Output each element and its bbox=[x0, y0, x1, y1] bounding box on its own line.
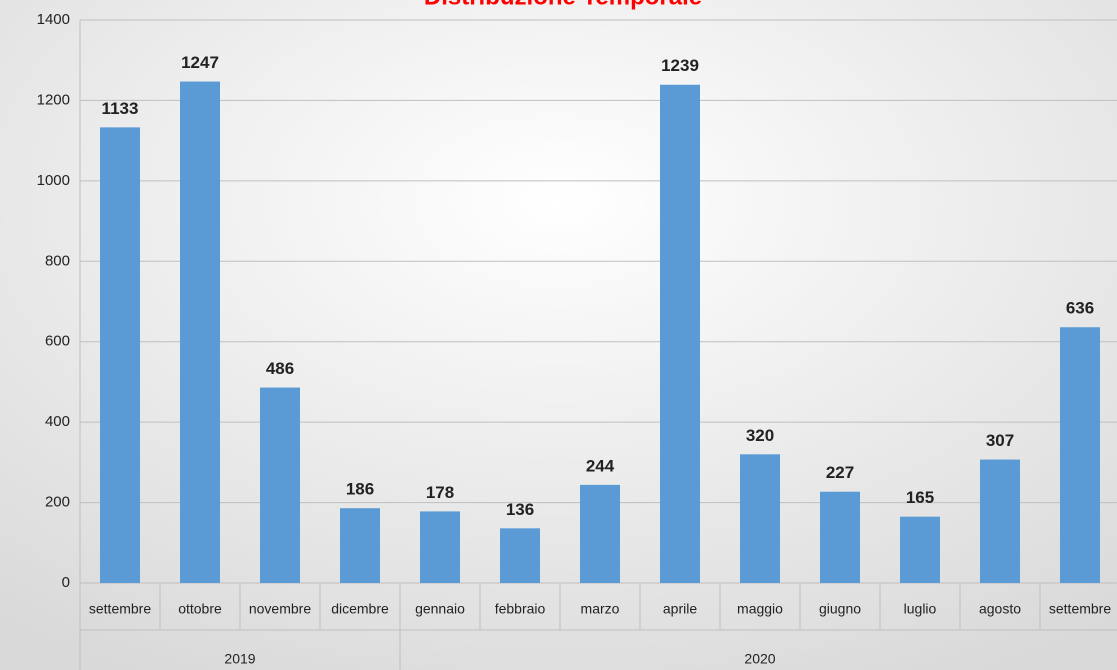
x-tick-label: settembre bbox=[1049, 601, 1111, 617]
y-tick-label: 400 bbox=[45, 413, 70, 430]
data-label: 1133 bbox=[102, 99, 139, 118]
data-label: 1239 bbox=[661, 56, 699, 75]
data-label: 1247 bbox=[181, 53, 219, 72]
data-label: 178 bbox=[426, 483, 454, 502]
x-tick-label: settembre bbox=[89, 601, 151, 617]
y-tick-label: 600 bbox=[45, 333, 70, 350]
x-tick-label: maggio bbox=[737, 601, 783, 617]
bar bbox=[500, 528, 540, 583]
group-label: 2020 bbox=[744, 651, 775, 667]
bar bbox=[420, 511, 460, 583]
data-label: 165 bbox=[906, 488, 934, 507]
x-tick-label: aprile bbox=[663, 601, 697, 617]
bar bbox=[1060, 327, 1100, 583]
x-tick-label: novembre bbox=[249, 601, 311, 617]
y-tick-label: 1000 bbox=[37, 172, 70, 189]
bar bbox=[580, 484, 620, 583]
chart-title: Distribuzione Temporale bbox=[424, 0, 702, 10]
bar bbox=[100, 127, 140, 584]
x-tick-label: giugno bbox=[819, 601, 861, 617]
y-tick-label: 1400 bbox=[37, 11, 70, 28]
x-tick-label: luglio bbox=[904, 601, 937, 617]
x-tick-label: febbraio bbox=[495, 601, 546, 617]
y-tick-label: 0 bbox=[62, 574, 70, 591]
x-tick-label: ottobre bbox=[178, 601, 222, 617]
data-label: 320 bbox=[746, 426, 774, 445]
bar bbox=[900, 516, 940, 583]
x-tick-label: gennaio bbox=[415, 601, 465, 617]
data-label: 244 bbox=[586, 456, 615, 475]
bar bbox=[660, 84, 700, 584]
x-tick-label: dicembre bbox=[331, 601, 389, 617]
data-label: 227 bbox=[826, 463, 854, 482]
data-label: 307 bbox=[986, 431, 1014, 450]
data-label: 136 bbox=[506, 500, 534, 519]
group-label: 2019 bbox=[224, 651, 255, 667]
x-tick-label: agosto bbox=[979, 601, 1021, 617]
bar bbox=[180, 81, 220, 583]
x-tick-label: marzo bbox=[581, 601, 620, 617]
bar bbox=[820, 491, 860, 583]
bar bbox=[740, 454, 780, 583]
data-label: 186 bbox=[346, 480, 374, 499]
bar bbox=[260, 387, 300, 583]
data-label: 636 bbox=[1066, 299, 1094, 318]
bar bbox=[980, 459, 1020, 583]
y-tick-label: 800 bbox=[45, 252, 70, 269]
data-label: 486 bbox=[266, 359, 294, 378]
y-tick-label: 200 bbox=[45, 494, 70, 511]
y-tick-label: 1200 bbox=[37, 91, 70, 108]
bar bbox=[340, 508, 380, 583]
